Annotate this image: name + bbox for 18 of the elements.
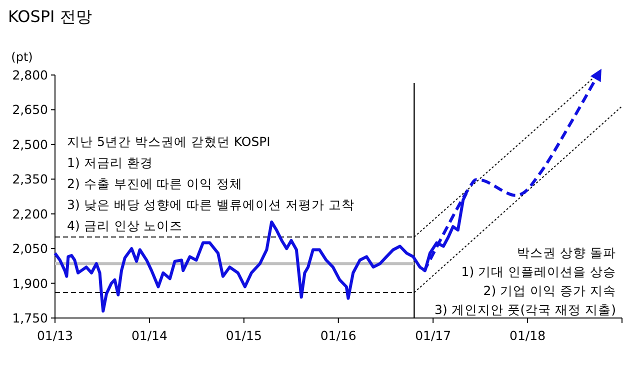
x-tick-label: 01/14: [131, 328, 168, 343]
y-tick-label: 2,500: [12, 136, 48, 152]
x-tick-label: 01/16: [320, 328, 356, 343]
y-tick-label: 2,800: [12, 68, 48, 82]
chart-title: KOSPI 전망: [8, 7, 92, 26]
x-tick-label: 01/18: [510, 328, 546, 343]
annotation: 지난 5년간 박스권에 갇혔던 KOSPI 1) 저금리 환경 2) 수출 부진에 따른 이익 정체 3) 낮은 배당 성향에 따른 밸류에이션 저평가 고착 4) 금리 인상 노이즈: [67, 134, 355, 233]
y-tick-label: 2,350: [12, 172, 48, 187]
x-tick-label: 01/13: [36, 328, 74, 343]
y-tick-label: 2,200: [12, 206, 48, 222]
y-tick-label: 2,050: [12, 241, 48, 256]
y-tick-label: 1,750: [12, 310, 48, 326]
y-axis-title: (pt): [11, 50, 33, 64]
x-tick-label: 01/15: [226, 328, 262, 343]
y-tick-label: 1,900: [12, 276, 48, 291]
y-tick-label: 2,650: [12, 102, 48, 118]
x-tick-label: 01/17: [415, 328, 452, 343]
annotation: 박스권 상향 돌파 1) 기대 인플레이션을 상승 2) 기업 이익 증가 지속 3) 게인지안 풋(각국 재정 지출): [434, 245, 616, 317]
